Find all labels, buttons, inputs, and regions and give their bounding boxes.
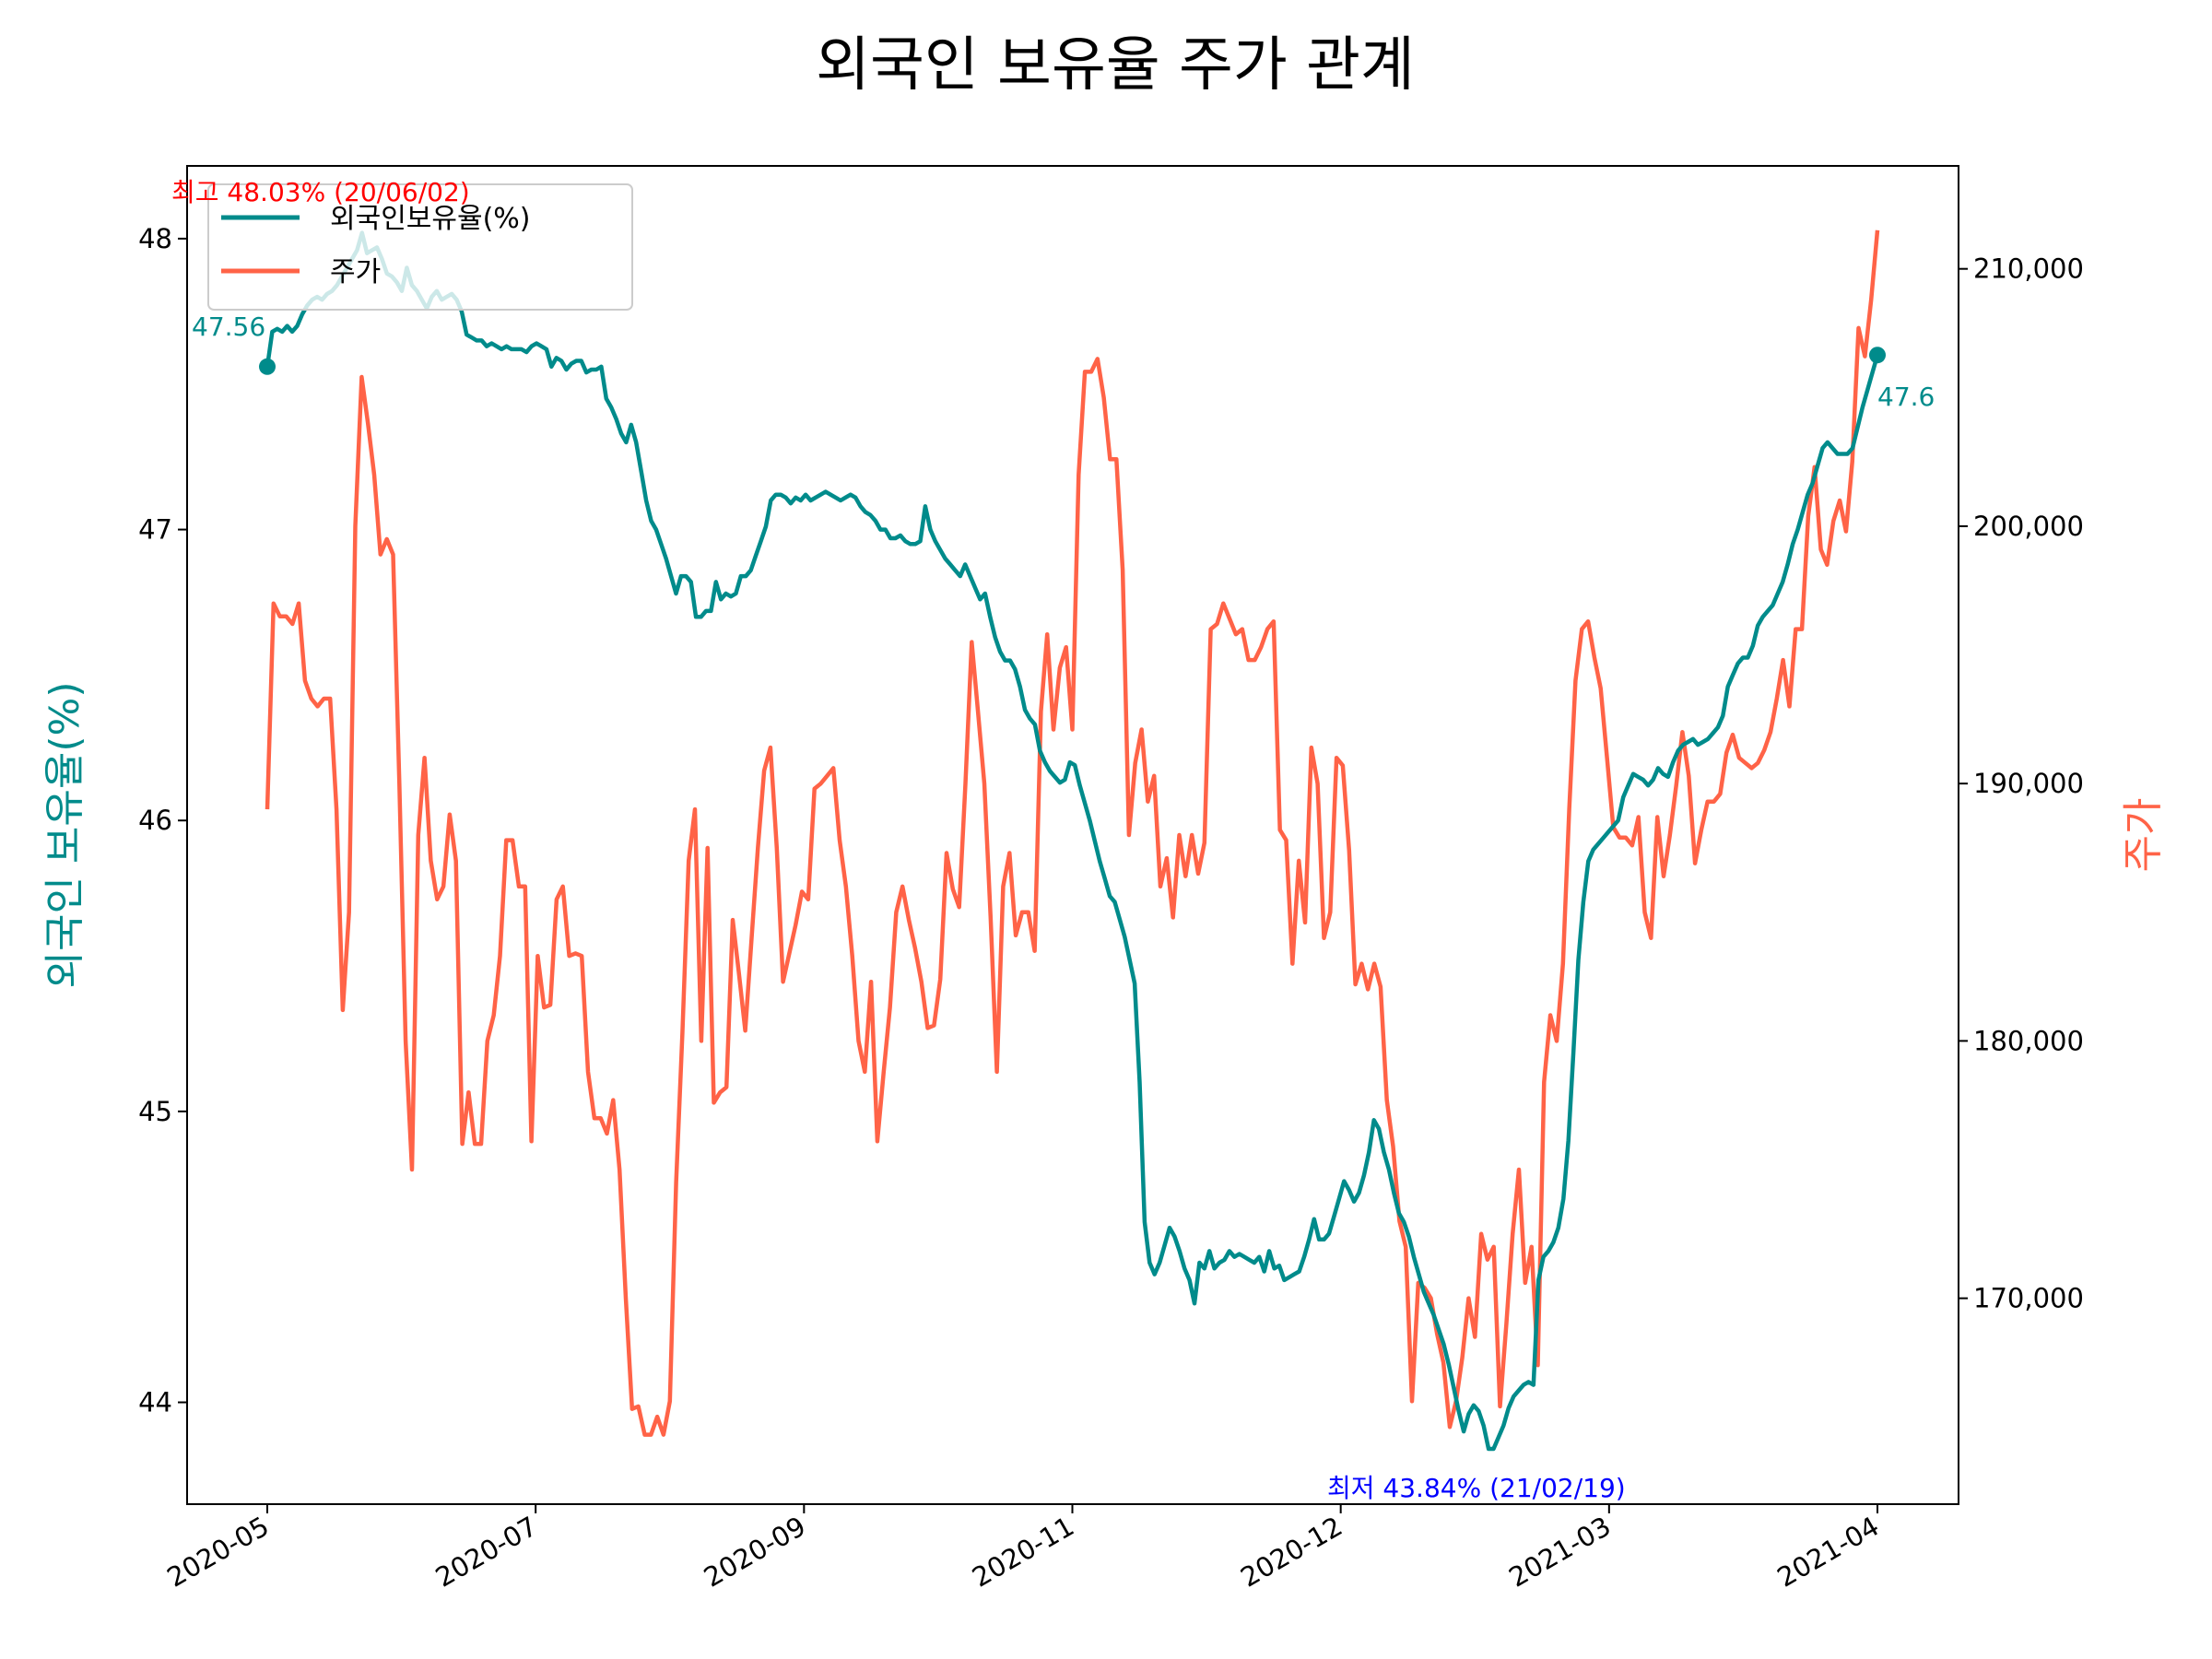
legend-label-price: 주가 [330,256,381,288]
legend: 외국인보유율(%) 주가 [207,183,633,311]
series-line-foreign [265,230,1880,1452]
series-line-price [265,229,1880,1437]
y-right-tick-label: 200,000 [1973,511,2084,542]
legend-box [207,183,633,311]
y-left-tick-label: 48 [138,223,172,254]
min-annotation: 최저 43.84% (21/02/19) [1327,1473,1626,1503]
start-value-label: 47.56 [192,312,265,342]
start-marker [259,358,276,375]
y-left-tick-label: 46 [138,805,172,836]
y-right-tick-label: 170,000 [1973,1283,2084,1314]
ticks-layer: 44 45 46 47 48 170,000 180,000 190,000 200,000 21… [138,223,2084,1594]
x-tick-label: 2021-03 [1503,1511,1616,1594]
x-tick-label: 2020-09 [699,1511,811,1594]
x-tick-label: 2020-05 [162,1511,275,1594]
x-tick-label: 2020-12 [1235,1511,1347,1594]
legend-label-foreign: 외국인보유율(%) [330,203,531,235]
y-axis-label-left: 외국인 보유율(%) [41,681,88,988]
data-layer [259,229,1886,1452]
end-value-label: 47.6 [1877,382,1935,412]
y-left-tick-label: 44 [138,1387,172,1418]
x-tick-label: 2020-07 [430,1511,543,1594]
y-right-tick-label: 190,000 [1973,768,2084,799]
max-annotation: 최고 48.03% (20/06/02) [171,177,470,207]
x-tick-label: 2020-11 [967,1511,1079,1594]
y-right-tick-label: 210,000 [1973,253,2084,285]
end-marker [1869,347,1886,364]
y-left-tick-label: 47 [138,514,172,546]
y-axis-label-right: 주가 [2120,798,2167,873]
chart-title: 외국인 보유율 주가 관계 [816,31,1415,100]
y-left-tick-label: 45 [138,1096,172,1127]
y-right-tick-label: 180,000 [1973,1025,2084,1056]
x-tick-label: 2021-04 [1772,1511,1885,1594]
